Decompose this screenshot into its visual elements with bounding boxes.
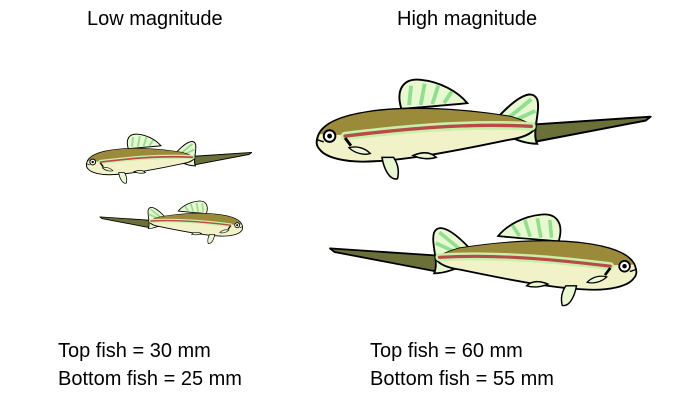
high-bottom-fish-length: Bottom fish = 55 mm bbox=[370, 368, 554, 390]
low-bottom-fish bbox=[97, 199, 245, 246]
low-magnitude-heading: Low magnitude bbox=[87, 8, 223, 30]
high-magnitude-heading: High magnitude bbox=[397, 8, 538, 30]
low-magnitude-caption: Top fish = 30 mm Bottom fish = 25 mm bbox=[58, 337, 242, 393]
low-bottom-fish-length: Bottom fish = 25 mm bbox=[58, 368, 242, 390]
high-top-fish-length: Top fish = 60 mm bbox=[370, 340, 523, 362]
low-top-fish bbox=[80, 125, 260, 185]
high-bottom-fish bbox=[325, 200, 645, 310]
high-magnitude-caption: Top fish = 60 mm Bottom fish = 55 mm bbox=[370, 337, 554, 393]
high-top-fish bbox=[312, 62, 652, 182]
low-top-fish-length: Top fish = 30 mm bbox=[58, 340, 211, 362]
